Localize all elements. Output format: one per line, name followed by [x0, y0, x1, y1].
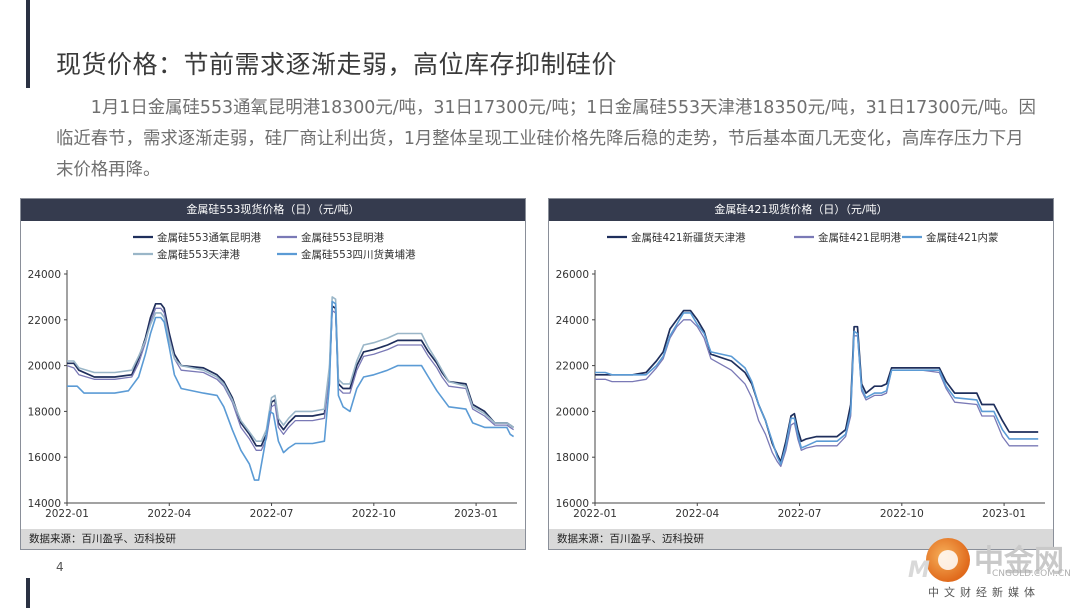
- series-line: [595, 312, 1039, 465]
- legend-label: 金属硅553天津港: [157, 248, 241, 261]
- y-tick-label: 20000: [556, 406, 589, 418]
- chart-panel-421: 金属硅421现货价格（日）（元/吨） 16000 18000 20000 22000 2…: [548, 198, 1054, 550]
- x-tick-label: 2023-01: [454, 508, 498, 520]
- x-tick-label: 2022-10: [880, 508, 924, 520]
- chart-title: 金属硅553现货价格（日）（元/吨）: [21, 199, 525, 221]
- x-tick-label: 2022-04: [147, 508, 191, 520]
- legend-label: 金属硅421内蒙: [926, 231, 999, 244]
- y-tick-label: 16000: [556, 498, 589, 510]
- y-tick-label: 24000: [556, 315, 589, 327]
- watermark-url: CNGOLD.COM.CN: [992, 569, 1071, 579]
- series-line: [595, 309, 1039, 463]
- chart-source: 数据来源：百川盈孚、迈科投研: [21, 529, 525, 549]
- y-tick-label: 18000: [556, 452, 589, 464]
- y-tick-label: 26000: [556, 269, 589, 281]
- logo-icon: [926, 538, 970, 582]
- y-tick-label: 22000: [28, 315, 61, 327]
- legend-label: 金属硅553四川货黄埔港: [301, 248, 416, 261]
- x-tick-label: 2022-07: [778, 508, 822, 520]
- y-tick-label: 18000: [28, 406, 61, 418]
- watermark-logo: M 中金网 CNGOLD.COM.CN 中文财经新媒体: [908, 536, 1078, 606]
- accent-bar: [26, 578, 30, 608]
- x-tick-label: 2022-10: [352, 508, 396, 520]
- legend-label: 金属硅421新疆货天津港: [631, 231, 746, 244]
- legend-label: 金属硅553昆明港: [301, 231, 385, 244]
- chart-plot: 16000 18000 20000 22000 24000 26000 2022-01 202…: [556, 231, 1045, 520]
- page-number: 4: [56, 560, 64, 574]
- watermark-brand: 中金网: [974, 544, 1064, 579]
- x-tick-label: 2023-01: [982, 508, 1026, 520]
- accent-bar: [26, 0, 30, 88]
- y-tick-label: 24000: [28, 269, 61, 281]
- page-title: 现货价格：节前需求逐渐走弱，高位库存抑制硅价: [56, 50, 618, 79]
- chart-title: 金属硅421现货价格（日）（元/吨）: [549, 199, 1053, 221]
- y-tick-label: 14000: [28, 498, 61, 510]
- chart-source: 数据来源：百川盈孚、迈科投研: [549, 529, 1053, 549]
- x-tick-label: 2022-07: [250, 508, 294, 520]
- x-tick-label: 2022-01: [45, 508, 89, 520]
- legend-label: 金属硅421昆明港: [818, 231, 902, 244]
- watermark-subtitle: 中文财经新媒体: [928, 586, 1040, 599]
- series-line: [595, 319, 1039, 468]
- chart-plot: 14000 16000 18000 20000 22000 24000 2022-01 202…: [28, 231, 517, 520]
- y-tick-label: 20000: [28, 361, 61, 373]
- series-line: [67, 302, 515, 447]
- series-line: [67, 296, 515, 442]
- chart-panel-553: 金属硅553现货价格（日）（元/吨） 14000 16000 18000 20000 2…: [20, 198, 526, 550]
- x-tick-label: 2022-04: [675, 508, 719, 520]
- series-line: [67, 300, 515, 481]
- watermark-letter: M: [908, 558, 930, 583]
- x-tick-label: 2022-01: [573, 508, 617, 520]
- y-tick-label: 22000: [556, 361, 589, 373]
- page-description: 1月1日金属硅553通氧昆明港18300元/吨，31日17300元/吨；1日金属…: [56, 98, 1036, 180]
- legend-label: 金属硅553通氧昆明港: [157, 231, 262, 244]
- y-tick-label: 16000: [28, 452, 61, 464]
- series-line: [66, 307, 514, 451]
